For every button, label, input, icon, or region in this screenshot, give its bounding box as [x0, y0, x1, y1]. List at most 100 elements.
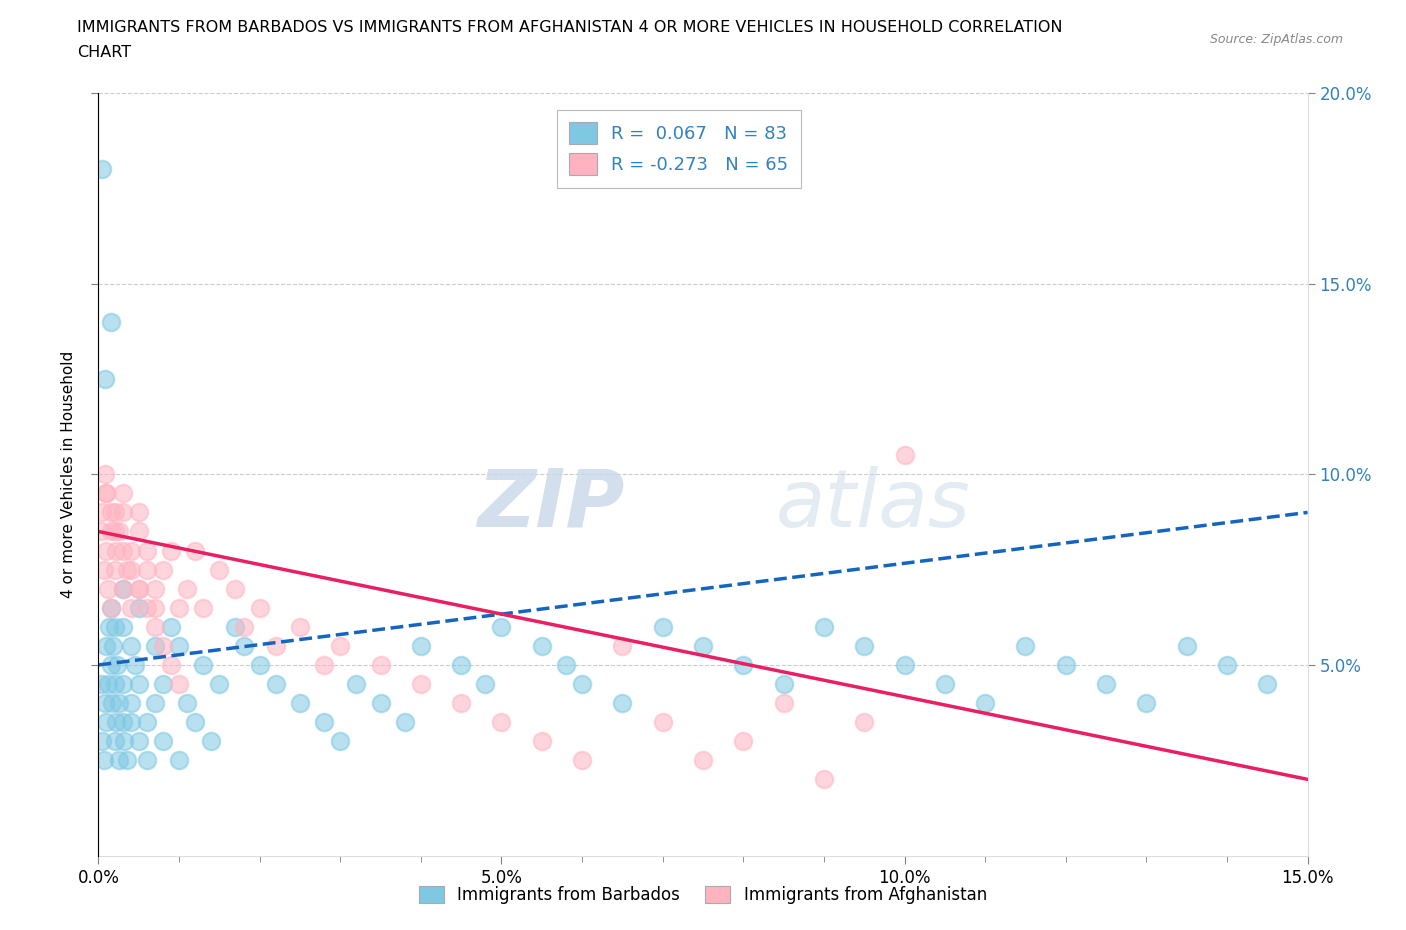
Point — [152, 562, 174, 577]
Point — [394, 714, 416, 729]
Point — [772, 677, 794, 692]
Text: Source: ZipAtlas.com: Source: ZipAtlas.com — [1209, 33, 1343, 46]
Point — [176, 696, 198, 711]
Point — [160, 543, 183, 558]
Point — [184, 543, 207, 558]
Point — [329, 734, 352, 749]
Point — [120, 714, 142, 729]
Point — [143, 601, 166, 616]
Point — [112, 734, 135, 749]
Point — [128, 505, 150, 520]
Text: ZIP: ZIP — [477, 466, 624, 544]
Point — [128, 525, 150, 539]
Point — [107, 753, 129, 768]
Point — [232, 619, 254, 634]
Point — [1095, 677, 1118, 692]
Point — [96, 485, 118, 500]
Point — [450, 658, 472, 672]
Point — [160, 619, 183, 634]
Point — [120, 696, 142, 711]
Point — [143, 639, 166, 654]
Legend: R =  0.067   N = 83, R = -0.273   N = 65: R = 0.067 N = 83, R = -0.273 N = 65 — [557, 110, 801, 188]
Point — [103, 505, 125, 520]
Point — [193, 658, 215, 672]
Point — [111, 677, 134, 692]
Point — [94, 696, 117, 711]
Point — [103, 525, 125, 539]
Point — [97, 677, 120, 692]
Point — [97, 581, 120, 596]
Point — [249, 601, 271, 616]
Point — [264, 677, 287, 692]
Point — [232, 639, 254, 654]
Point — [94, 371, 117, 387]
Point — [370, 658, 392, 672]
Point — [90, 525, 112, 539]
Point — [772, 696, 794, 711]
Point — [167, 601, 190, 616]
Point — [111, 581, 134, 596]
Point — [152, 677, 174, 692]
Point — [530, 639, 553, 654]
Point — [128, 581, 150, 596]
Point — [120, 639, 142, 654]
Point — [853, 714, 876, 729]
Point — [1175, 639, 1198, 654]
Point — [184, 714, 207, 729]
Point — [612, 639, 634, 654]
Point — [491, 714, 513, 729]
Point — [96, 714, 118, 729]
Point — [208, 562, 231, 577]
Point — [450, 696, 472, 711]
Point — [1256, 677, 1278, 692]
Point — [853, 639, 876, 654]
Text: atlas: atlas — [776, 466, 970, 544]
Point — [409, 639, 432, 654]
Point — [100, 505, 122, 520]
Point — [224, 619, 246, 634]
Point — [692, 639, 714, 654]
Point — [344, 677, 367, 692]
Point — [264, 639, 287, 654]
Point — [314, 658, 336, 672]
Point — [103, 734, 125, 749]
Point — [111, 714, 134, 729]
Point — [143, 581, 166, 596]
Point — [100, 601, 122, 616]
Point — [111, 619, 134, 634]
Point — [111, 505, 134, 520]
Point — [612, 696, 634, 711]
Point — [120, 562, 142, 577]
Point — [1135, 696, 1157, 711]
Point — [651, 714, 673, 729]
Point — [100, 601, 122, 616]
Point — [1054, 658, 1077, 672]
Point — [97, 619, 120, 634]
Point — [193, 601, 215, 616]
Point — [103, 619, 125, 634]
Point — [1216, 658, 1239, 672]
Point — [651, 619, 673, 634]
Point — [91, 734, 114, 749]
Point — [120, 543, 142, 558]
Point — [90, 677, 112, 692]
Text: IMMIGRANTS FROM BARBADOS VS IMMIGRANTS FROM AFGHANISTAN 4 OR MORE VEHICLES IN HO: IMMIGRANTS FROM BARBADOS VS IMMIGRANTS F… — [77, 20, 1063, 35]
Point — [571, 753, 593, 768]
Point — [96, 639, 118, 654]
Point — [96, 485, 118, 500]
Point — [91, 505, 114, 520]
Point — [128, 601, 150, 616]
Point — [167, 639, 190, 654]
Point — [160, 658, 183, 672]
Point — [100, 314, 122, 329]
Point — [103, 677, 125, 692]
Point — [143, 619, 166, 634]
Point — [115, 753, 138, 768]
Point — [288, 696, 311, 711]
Point — [893, 448, 915, 463]
Point — [103, 562, 125, 577]
Point — [370, 696, 392, 711]
Point — [474, 677, 496, 692]
Point — [128, 677, 150, 692]
Point — [934, 677, 956, 692]
